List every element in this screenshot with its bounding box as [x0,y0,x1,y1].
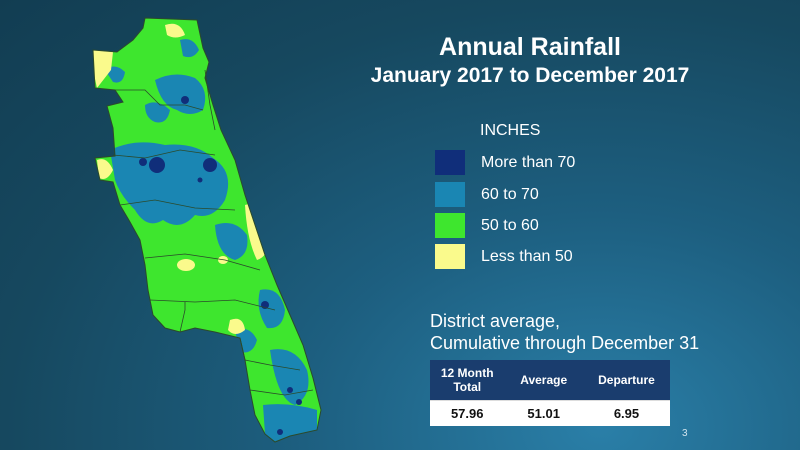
rainfall-map-svg [92,17,322,443]
table-cell-average: 51.01 [504,400,583,426]
page-number: 3 [682,428,688,439]
map-title: Annual Rainfall [439,33,621,61]
legend-item-below-50: Less than 50 [435,244,573,269]
table-header-average: Average [504,360,583,401]
legend-item-60-70: 60 to 70 [435,182,539,207]
table-header-row: 12 Month Total Average Departure [430,360,670,401]
zone-above-70 [139,96,302,435]
table-header-departure: Departure [582,360,670,401]
legend-swatch [435,244,465,269]
legend-swatch [435,182,465,207]
legend-label: More than 70 [481,153,576,171]
legend-label: 60 to 70 [481,185,539,203]
table-cell-departure: 6.95 [582,400,670,426]
legend-label: 50 to 60 [481,216,539,234]
title-block: Annual Rainfall January 2017 to December… [340,32,720,90]
district-note-line1: District average, [430,311,561,331]
table-row: 57.96 51.01 6.95 [430,400,670,426]
district-note: District average, Cumulative through Dec… [430,310,699,354]
table-cell-total: 57.96 [430,400,505,426]
county-boundaries [112,69,314,396]
legend-swatch [435,213,465,238]
legend-label: Less than 50 [481,247,573,265]
legend-item-above-70: More than 70 [435,150,575,175]
rainfall-map [85,10,335,445]
rainfall-stats-table: 12 Month Total Average Departure 57.96 5… [430,360,670,426]
map-subtitle: January 2017 to December 2017 [370,64,690,87]
legend-heading: INCHES [480,122,541,139]
table-header-total: 12 Month Total [430,360,505,401]
legend-item-50-60: 50 to 60 [435,213,539,238]
legend-swatch [435,150,465,175]
district-note-line2: Cumulative through December 31 [430,333,700,353]
